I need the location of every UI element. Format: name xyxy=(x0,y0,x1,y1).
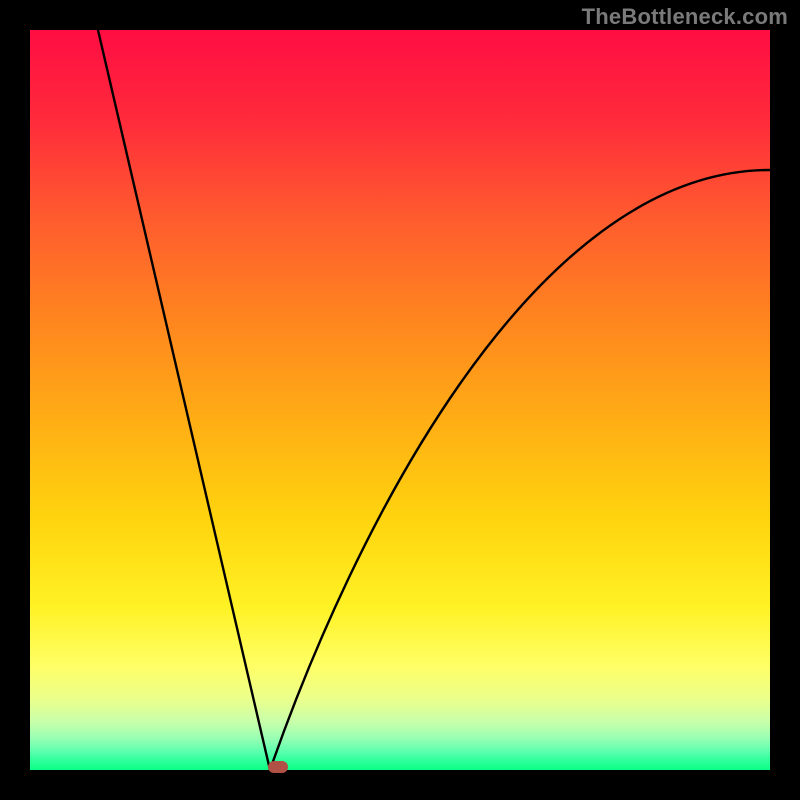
plot-svg xyxy=(0,0,800,800)
gradient-fill xyxy=(30,30,770,770)
valley-marker xyxy=(268,761,288,773)
chart-root: TheBottleneck.com xyxy=(0,0,800,800)
watermark-text: TheBottleneck.com xyxy=(582,4,788,30)
plot-area xyxy=(30,30,770,773)
